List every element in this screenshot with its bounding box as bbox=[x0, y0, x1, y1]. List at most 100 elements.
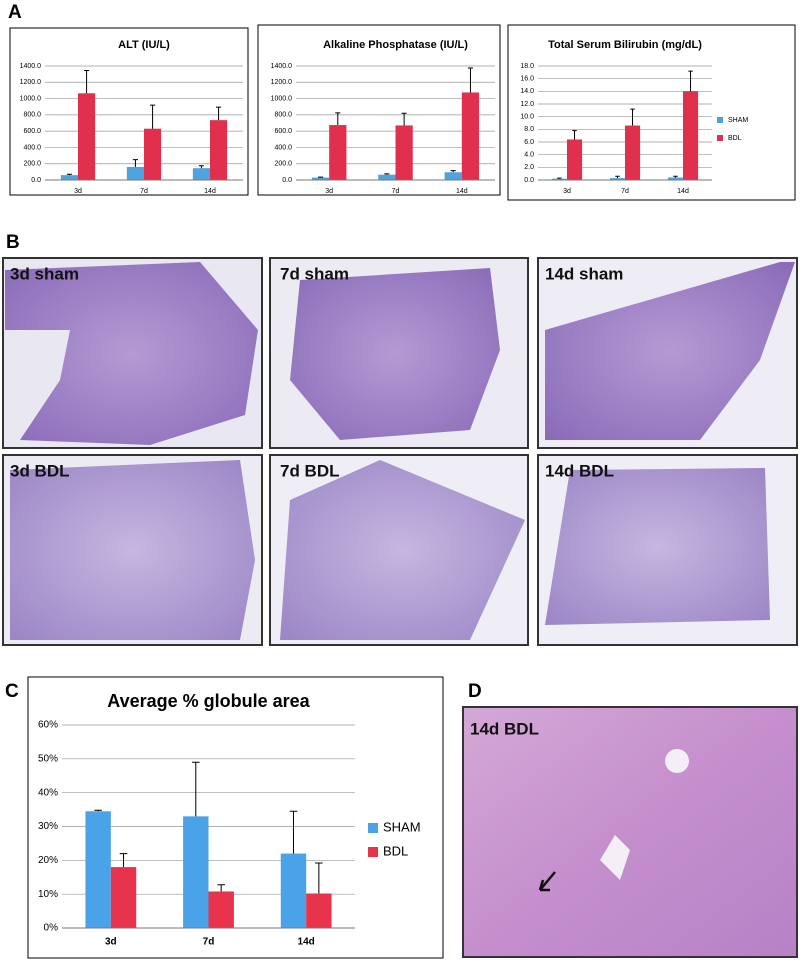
bar bbox=[567, 139, 583, 180]
legend-swatch bbox=[368, 823, 378, 833]
error-bar bbox=[216, 106, 222, 121]
legend-label: SHAM bbox=[728, 117, 748, 124]
legend-swatch bbox=[717, 135, 723, 141]
x-tick-label: 7d bbox=[203, 937, 215, 948]
tissue bbox=[5, 262, 258, 445]
chart-title: ALT (IU/L) bbox=[118, 39, 170, 51]
y-tick-label: 0% bbox=[44, 923, 59, 934]
y-tick-label: 0.0 bbox=[282, 177, 292, 184]
y-tick-label: 1000.0 bbox=[20, 95, 42, 102]
tissue bbox=[545, 468, 770, 625]
tissue bbox=[10, 460, 255, 640]
y-tick-label: 4.0 bbox=[524, 152, 534, 159]
legend-swatch bbox=[368, 847, 378, 857]
tissue bbox=[280, 460, 525, 640]
chart-title: Alkaline Phosphatase (IU/L) bbox=[323, 39, 468, 51]
error-bar bbox=[384, 173, 390, 175]
error-bar bbox=[335, 112, 341, 126]
x-tick-label: 3d bbox=[563, 188, 571, 195]
chart-frame bbox=[257, 24, 501, 196]
bar bbox=[60, 175, 78, 180]
x-tick-label: 7d bbox=[140, 188, 148, 195]
y-tick-label: 200.0 bbox=[23, 161, 41, 168]
bar bbox=[444, 172, 462, 180]
error-bar bbox=[198, 165, 204, 169]
x-tick-label: 7d bbox=[392, 188, 400, 195]
error-bar bbox=[615, 175, 620, 179]
image-label: 7d BDL bbox=[280, 461, 340, 480]
bar bbox=[551, 178, 567, 180]
error-bar bbox=[688, 70, 693, 92]
bar bbox=[192, 168, 210, 180]
error-bar bbox=[119, 853, 128, 868]
bar bbox=[378, 174, 396, 180]
error-bar bbox=[150, 104, 156, 129]
y-tick-label: 60% bbox=[38, 720, 58, 731]
y-tick-label: 10.0 bbox=[520, 114, 534, 121]
y-tick-label: 10% bbox=[38, 889, 58, 900]
error-bar bbox=[66, 173, 72, 176]
y-tick-label: 800.0 bbox=[23, 112, 41, 119]
image-label: 14d BDL bbox=[470, 719, 539, 738]
tissue bbox=[290, 268, 500, 440]
vessel bbox=[600, 835, 630, 880]
error-bar bbox=[84, 69, 90, 94]
error-bar bbox=[289, 810, 298, 854]
bar bbox=[306, 893, 332, 928]
x-tick-label: 14d bbox=[456, 188, 468, 195]
y-tick-label: 1000.0 bbox=[271, 95, 293, 102]
error-bar bbox=[557, 177, 562, 179]
y-tick-label: 8.0 bbox=[524, 126, 534, 133]
y-tick-label: 0.0 bbox=[524, 177, 534, 184]
y-tick-label: 30% bbox=[38, 821, 58, 832]
bar bbox=[208, 891, 234, 928]
y-tick-label: 0.0 bbox=[31, 177, 41, 184]
error-bar bbox=[450, 170, 456, 173]
legend-swatch bbox=[717, 117, 723, 123]
y-tick-label: 400.0 bbox=[23, 144, 41, 151]
bar bbox=[85, 811, 111, 928]
chart-title: Average % globule area bbox=[107, 691, 310, 711]
y-tick-label: 6.0 bbox=[524, 139, 534, 146]
micrographs: 3d sham 7d sham 14d sham 3d BDL 7d BDL 1… bbox=[2, 257, 798, 646]
panel-label: B bbox=[6, 232, 20, 253]
bar bbox=[110, 867, 137, 928]
y-tick-label: 14.0 bbox=[520, 88, 534, 95]
legend-label: BDL bbox=[728, 135, 742, 142]
legend-label: SHAM bbox=[383, 819, 421, 834]
y-tick-label: 600.0 bbox=[274, 128, 292, 135]
x-tick-label: 3d bbox=[105, 937, 117, 948]
error-bar bbox=[217, 884, 226, 892]
error-bar bbox=[401, 112, 407, 126]
error-bar bbox=[572, 130, 577, 140]
y-tick-label: 50% bbox=[38, 753, 58, 764]
x-tick-label: 7d bbox=[621, 188, 629, 195]
y-tick-label: 400.0 bbox=[274, 144, 292, 151]
image-label: 3d BDL bbox=[10, 461, 70, 480]
bar bbox=[461, 92, 480, 180]
panel-label: C bbox=[5, 681, 19, 702]
error-bar bbox=[94, 809, 102, 812]
bar bbox=[280, 853, 307, 928]
bar bbox=[144, 128, 162, 180]
tissue bbox=[545, 262, 795, 440]
arrow bbox=[538, 871, 556, 892]
y-tick-label: 1200.0 bbox=[271, 79, 293, 86]
y-tick-label: 800.0 bbox=[274, 112, 292, 119]
y-tick-label: 1200.0 bbox=[20, 79, 42, 86]
chart-frame bbox=[507, 24, 796, 201]
error-bar bbox=[673, 175, 678, 178]
x-tick-label: 3d bbox=[325, 188, 333, 195]
x-tick-label: 14d bbox=[677, 188, 689, 195]
y-tick-label: 200.0 bbox=[274, 161, 292, 168]
y-tick-label: 600.0 bbox=[23, 128, 41, 135]
image-label: 14d sham bbox=[545, 264, 623, 283]
legend-label: BDL bbox=[383, 843, 408, 858]
y-tick-label: 18.0 bbox=[520, 63, 534, 70]
x-tick-label: 14d bbox=[204, 188, 216, 195]
y-tick-label: 1400.0 bbox=[271, 63, 293, 70]
bar bbox=[609, 178, 625, 180]
bar bbox=[667, 177, 683, 180]
x-tick-label: 3d bbox=[74, 188, 82, 195]
